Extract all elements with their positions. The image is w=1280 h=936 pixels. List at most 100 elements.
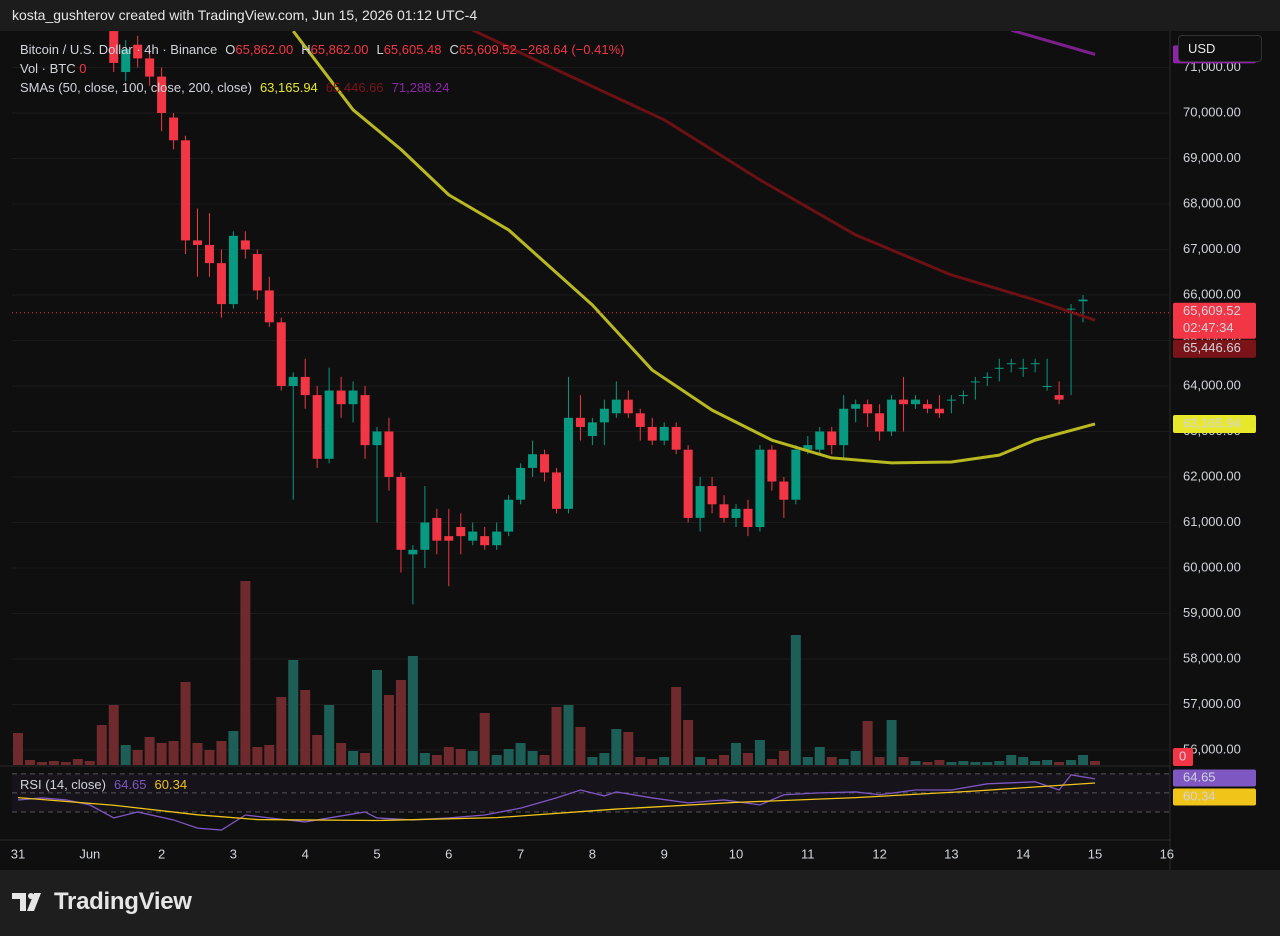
volume-bar bbox=[372, 670, 382, 765]
candle-body bbox=[623, 399, 633, 414]
candle-body bbox=[420, 522, 430, 550]
volume-bar bbox=[802, 757, 813, 765]
x-tick-label: 8 bbox=[589, 846, 596, 861]
volume-bar bbox=[467, 751, 478, 765]
sma-value: 65,446.66 bbox=[325, 80, 384, 95]
volume-bar bbox=[264, 745, 275, 765]
volume-bar bbox=[826, 757, 837, 765]
volume-bar bbox=[754, 740, 765, 765]
candle-body bbox=[743, 508, 753, 528]
sma-price-label: 63,165.94 bbox=[1183, 415, 1241, 430]
rsi-legend: RSI (14, close) 64.65 60.34 bbox=[20, 777, 187, 792]
x-tick-label: 5 bbox=[373, 846, 380, 861]
volume-bar bbox=[886, 720, 897, 765]
volume-bar bbox=[814, 747, 825, 765]
x-tick-label: 7 bbox=[517, 846, 524, 861]
candle-body bbox=[875, 413, 885, 432]
candle-body bbox=[360, 395, 370, 446]
volume-bar bbox=[312, 735, 323, 765]
candle-body bbox=[336, 390, 346, 405]
y-tick-label: 66,000.00 bbox=[1183, 286, 1241, 301]
candle-body bbox=[563, 417, 573, 509]
candle-body bbox=[803, 445, 813, 450]
sma-label: SMAs (50, close, 100, close, 200, close) bbox=[20, 80, 252, 95]
candle-body bbox=[528, 454, 538, 468]
volume-bar bbox=[60, 762, 71, 765]
sma-layer bbox=[292, 31, 1096, 465]
candle-body bbox=[300, 376, 310, 396]
x-tick-label: 11 bbox=[801, 846, 815, 861]
x-tick-label: 6 bbox=[445, 846, 452, 861]
candle-body bbox=[444, 536, 454, 541]
candle-body bbox=[276, 322, 286, 386]
candle-body bbox=[1066, 308, 1076, 310]
y-tick-label: 70,000.00 bbox=[1183, 104, 1241, 119]
candle-body bbox=[611, 399, 621, 414]
sma-price-label: 65,446.66 bbox=[1183, 340, 1241, 355]
volume-bar bbox=[48, 761, 59, 765]
x-tick-label: 10 bbox=[729, 846, 743, 861]
candle-body bbox=[587, 422, 597, 437]
volume-bar bbox=[72, 759, 83, 765]
sma-line bbox=[472, 31, 1096, 322]
grid bbox=[12, 66, 1170, 751]
rsi-price-label: 60.34 bbox=[1183, 788, 1216, 803]
volume-bar bbox=[778, 751, 789, 765]
x-tick-label: 3 bbox=[230, 846, 237, 861]
y-tick-label: 69,000.00 bbox=[1183, 150, 1241, 165]
ohlc-value: 65,862.00 bbox=[310, 42, 369, 57]
sma-price-label-box bbox=[1173, 339, 1256, 358]
volume-bar bbox=[395, 680, 406, 765]
candle-body bbox=[899, 399, 909, 405]
candle-body bbox=[109, 31, 119, 63]
candle-body bbox=[599, 408, 609, 423]
candle-body bbox=[827, 431, 837, 446]
rsi-layer bbox=[12, 773, 1170, 831]
x-tick-label: 15 bbox=[1088, 846, 1102, 861]
currency-button[interactable]: USD bbox=[1178, 35, 1262, 62]
volume-bar bbox=[898, 757, 909, 765]
candle-layer bbox=[109, 31, 1088, 605]
candle-body bbox=[372, 431, 382, 446]
candle-body bbox=[193, 240, 202, 245]
volume-bar bbox=[970, 762, 981, 765]
volume-bar bbox=[479, 713, 490, 765]
candle-body bbox=[946, 399, 956, 401]
volume-bar bbox=[563, 705, 574, 765]
volume-bar bbox=[635, 757, 646, 765]
candle-body bbox=[647, 426, 657, 441]
candle-body bbox=[288, 376, 298, 386]
volume-value-box bbox=[1173, 748, 1193, 766]
candle-body bbox=[240, 240, 250, 250]
volume-bar bbox=[36, 762, 47, 765]
volume-bar bbox=[623, 732, 634, 765]
volume-bar bbox=[599, 753, 610, 765]
volume-bar bbox=[503, 749, 514, 765]
ohlc-value: 65,862.00 bbox=[235, 42, 294, 57]
volume-bar bbox=[1066, 760, 1077, 765]
y-tick-label: 68,000.00 bbox=[1183, 195, 1241, 210]
change: −268.64 (−0.41%) bbox=[520, 42, 625, 57]
volume-bar bbox=[252, 747, 263, 765]
volume-bar bbox=[120, 745, 131, 765]
volume-bar bbox=[1042, 760, 1053, 765]
volume-bar bbox=[96, 725, 107, 765]
candle-body bbox=[887, 399, 897, 432]
ohlc-value: 65,605.48 bbox=[383, 42, 442, 57]
candle-body bbox=[683, 449, 693, 518]
candle-body bbox=[575, 417, 585, 427]
candle-body bbox=[635, 413, 645, 427]
y-tick-label: 58,000.00 bbox=[1183, 650, 1241, 665]
x-tick-label: 12 bbox=[872, 846, 886, 861]
candle-body bbox=[133, 44, 143, 59]
x-tick-label: 14 bbox=[1016, 846, 1030, 861]
sma-line: SMAs (50, close, 100, close, 200, close)… bbox=[20, 78, 624, 97]
candle-body bbox=[540, 454, 550, 473]
candle-body bbox=[408, 549, 418, 555]
volume-bar bbox=[683, 720, 694, 765]
volume-bar bbox=[216, 741, 227, 765]
volume-bar bbox=[156, 743, 167, 765]
sma-line bbox=[1010, 31, 1096, 56]
volume-bar bbox=[13, 733, 23, 765]
